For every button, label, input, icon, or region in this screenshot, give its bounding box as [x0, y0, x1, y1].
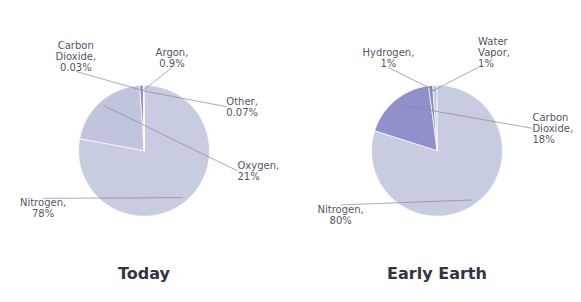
svg-text:WaterVapor,1%: WaterVapor,1% — [478, 36, 510, 69]
svg-text:Nitrogen,80%: Nitrogen,80% — [318, 204, 364, 226]
svg-text:CarbonDioxide,18%: CarbonDioxide,18% — [532, 112, 573, 145]
html-text:Early Earth: Early Earth — [387, 264, 487, 283]
svg-text:Other,0.07%: Other,0.07% — [226, 96, 258, 118]
svg-text:CarbonDioxide,0.03%: CarbonDioxide,0.03% — [55, 40, 96, 73]
svg-text:Hydrogen,1%: Hydrogen,1% — [363, 47, 415, 69]
svg-text:Nitrogen,78%: Nitrogen,78% — [20, 197, 66, 219]
svg-text:Oxygen,21%: Oxygen,21% — [237, 160, 279, 182]
html-text:Today: Today — [118, 264, 170, 283]
svg-text:Argon,0.9%: Argon,0.9% — [156, 47, 189, 69]
